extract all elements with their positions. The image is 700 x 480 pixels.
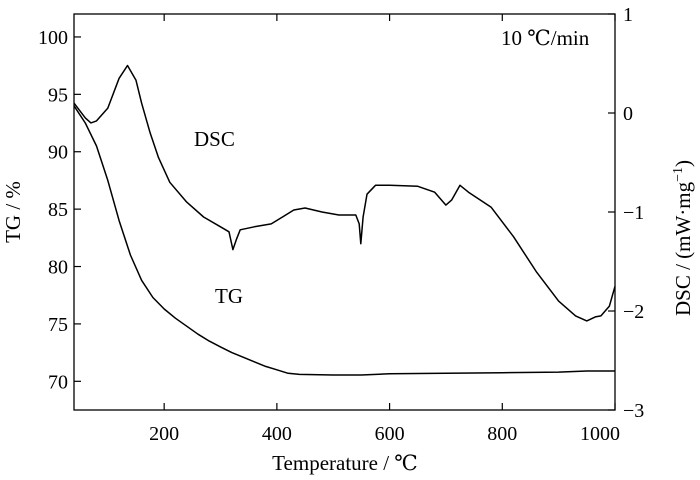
tick-labels: 200 400 600 800 1000 70 75 80 85 90 95 100 −3 −2 −1 0 1 <box>38 4 644 445</box>
y-right-tick-label-4: 1 <box>623 4 633 26</box>
dsc-curve <box>73 64 616 322</box>
y-right-tick-label-0: −3 <box>623 400 644 422</box>
tg-curve-label: TG <box>215 284 243 308</box>
y-left-axis-label: TG / % <box>1 181 25 243</box>
x-tick-label-400: 400 <box>262 423 292 445</box>
dsc-curve-label: DSC <box>194 127 235 151</box>
x-tick-label-800: 800 <box>487 423 517 445</box>
y-right-label-sup: −1 <box>671 167 686 182</box>
y-right-label-main: DSC / (mW·mg <box>671 181 695 316</box>
data-curves <box>73 64 616 376</box>
y-right-label-close: ) <box>671 160 695 167</box>
y-right-tick-label-2: −1 <box>623 202 644 224</box>
x-tick-label-200: 200 <box>149 423 179 445</box>
y-right-tick-label-1: −2 <box>623 301 644 323</box>
y-left-tick-label-75: 75 <box>48 314 68 336</box>
y-left-tick-label-85: 85 <box>48 199 68 221</box>
x-tick-label-1000: 1000 <box>580 423 620 445</box>
heating-rate-annotation: 10 ℃/min <box>501 26 590 50</box>
y-left-tick-label-70: 70 <box>48 371 68 393</box>
y-left-tick-label-80: 80 <box>48 257 68 279</box>
x-tick-label-600: 600 <box>375 423 405 445</box>
y-left-tick-label-100: 100 <box>38 27 68 49</box>
y-right-axis-label: DSC / (mW·mg−1) <box>671 160 695 316</box>
y-left-tick-label-90: 90 <box>48 142 68 164</box>
x-axis-label: Temperature / ℃ <box>272 451 418 475</box>
y-left-tick-label-95: 95 <box>48 84 68 106</box>
tg-curve <box>73 105 615 376</box>
tick-marks <box>74 13 616 411</box>
y-right-tick-label-3: 0 <box>623 103 633 125</box>
plot-frame <box>73 13 616 411</box>
